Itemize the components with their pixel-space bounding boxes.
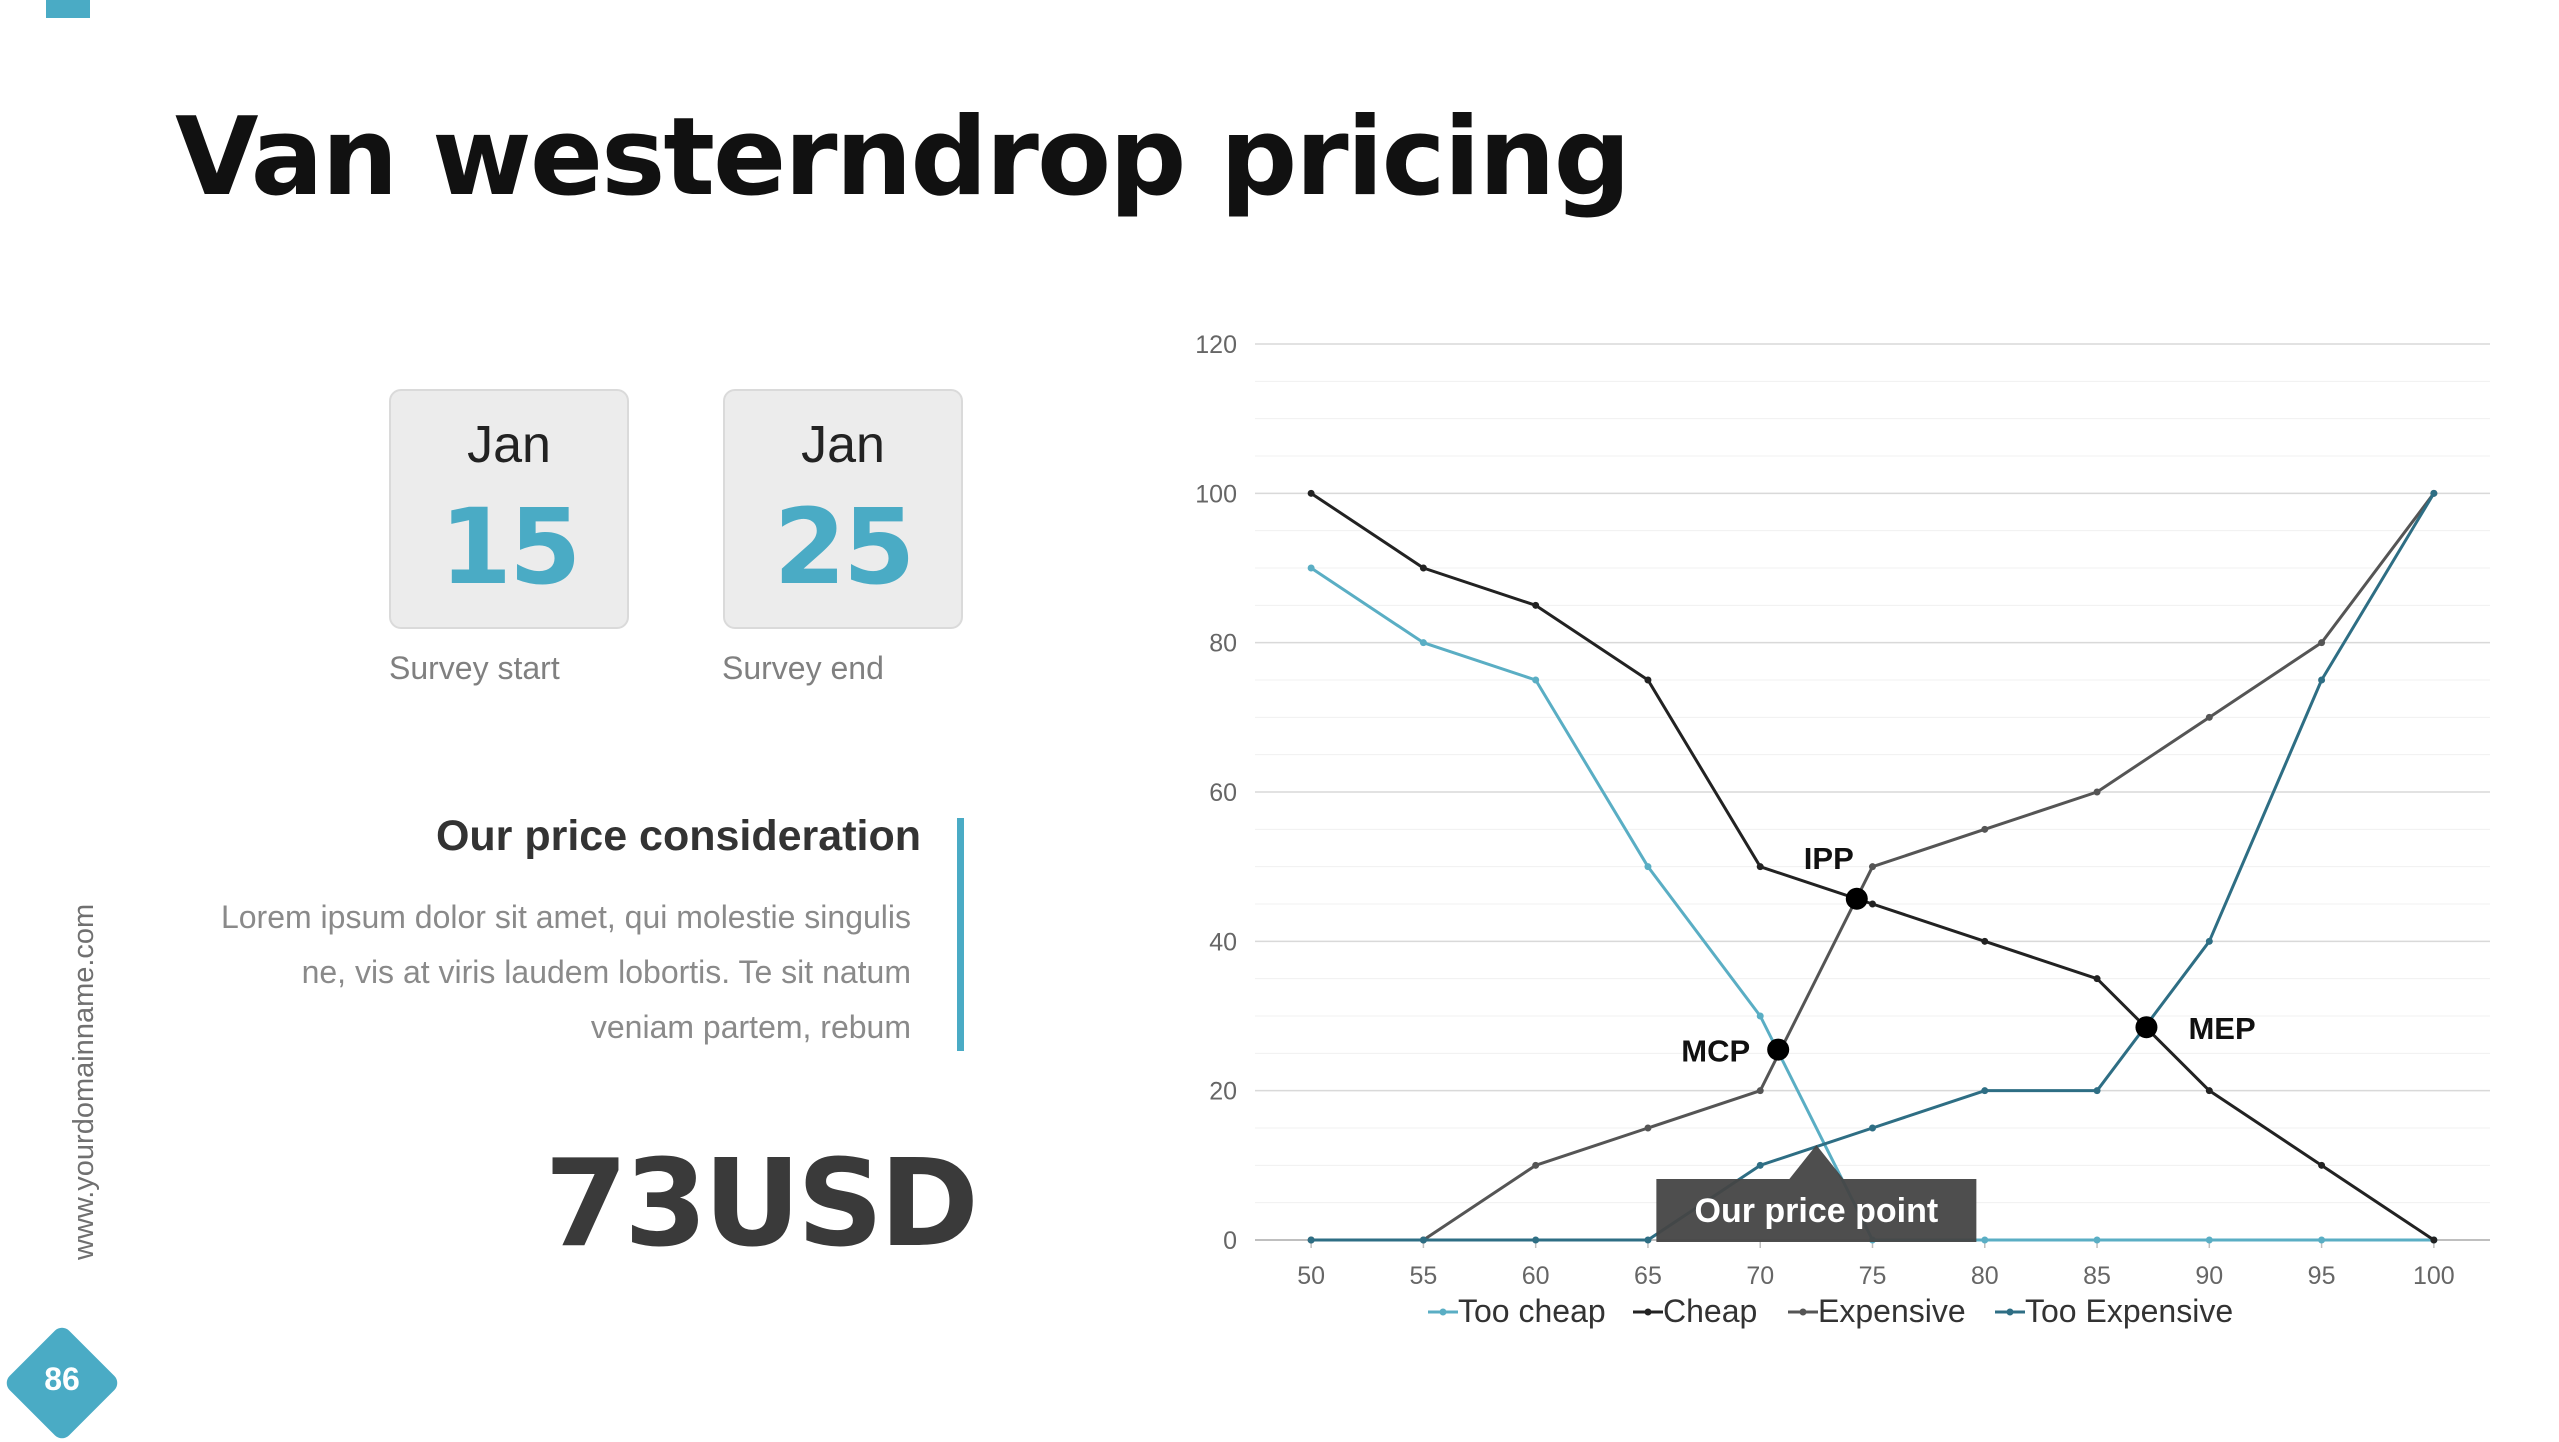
annotation-marker [1845, 887, 1868, 910]
data-point-too-expensive [1419, 1236, 1427, 1244]
survey-end-card: Jan 25 [723, 389, 963, 629]
data-point-too-cheap [1981, 1236, 1989, 1244]
x-tick-label: 70 [1746, 1262, 1774, 1290]
y-tick-label: 100 [1195, 480, 1237, 508]
data-point-cheap [2430, 1236, 2438, 1244]
data-point-cheap [1307, 489, 1315, 497]
survey-start-caption: Survey start [389, 650, 560, 686]
legend-swatch-marker [1644, 1308, 1652, 1316]
legend-label: Cheap [1663, 1293, 1757, 1329]
data-point-too-cheap [1307, 564, 1315, 572]
data-point-cheap [1419, 564, 1427, 572]
legend-label: Expensive [1818, 1293, 1966, 1329]
data-point-too-expensive [1307, 1236, 1315, 1244]
price-point-callout: Our price point [1656, 1145, 1977, 1242]
data-point-cheap [1869, 900, 1876, 908]
x-tick-label: 50 [1297, 1262, 1325, 1290]
annotation-marker [2135, 1016, 2158, 1039]
survey-start-card: Jan 15 [389, 389, 629, 629]
data-point-too-expensive [2093, 1087, 2101, 1095]
data-point-too-cheap [1756, 1012, 1764, 1020]
consideration-accent-bar [957, 818, 964, 1051]
data-point-too-cheap [1644, 863, 1652, 871]
data-point-cheap [1981, 937, 1989, 945]
y-tick-label: 0 [1223, 1227, 1237, 1255]
x-tick-label: 55 [1410, 1262, 1438, 1290]
data-point-too-expensive [1756, 1161, 1764, 1169]
data-point-expensive [1532, 1161, 1540, 1169]
page-number: 86 [44, 1361, 80, 1397]
end-day: 25 [773, 486, 916, 608]
data-point-too-cheap [1532, 676, 1540, 684]
legend-label: Too cheap [1458, 1293, 1606, 1329]
end-month: Jan [801, 416, 885, 474]
x-tick-label: 75 [1859, 1262, 1887, 1290]
data-point-expensive [2318, 639, 2326, 647]
slide-title: Van westerndrop pricing [175, 95, 1631, 220]
x-tick-label: 85 [2083, 1262, 2111, 1290]
x-tick-label: 80 [1971, 1262, 1999, 1290]
x-tick-label: 100 [2413, 1262, 2455, 1290]
data-point-too-expensive [2318, 676, 2326, 684]
price-value: 73USD [544, 1135, 979, 1274]
top-accent-bar [46, 0, 90, 18]
data-point-too-expensive [2430, 489, 2438, 497]
y-tick-label: 120 [1195, 331, 1237, 359]
x-tick-label: 60 [1522, 1262, 1550, 1290]
data-point-too-cheap [2318, 1236, 2326, 1244]
data-point-expensive [1981, 825, 1989, 833]
data-point-too-cheap [2093, 1236, 2101, 1244]
data-point-cheap [1756, 863, 1764, 871]
legend-swatch-marker [1439, 1308, 1447, 1316]
data-point-cheap [2318, 1161, 2326, 1169]
y-tick-label: 20 [1209, 1078, 1237, 1106]
survey-end-caption: Survey end [722, 650, 884, 686]
annotation-label: MEP [2188, 1011, 2255, 1046]
annotation-label: IPP [1804, 841, 1854, 876]
data-point-expensive [1869, 863, 1876, 871]
data-point-cheap [1532, 601, 1540, 609]
annotation-marker [1767, 1038, 1790, 1061]
callout-box [1656, 1179, 1977, 1242]
start-month: Jan [467, 416, 551, 474]
y-tick-label: 60 [1209, 779, 1237, 807]
data-point-too-expensive [1644, 1236, 1652, 1244]
data-point-too-cheap [2205, 1236, 2213, 1244]
data-point-cheap [1644, 676, 1652, 684]
callout-label: Our price point [1695, 1192, 1939, 1230]
consideration-title: Our price consideration [435, 812, 921, 860]
y-tick-label: 80 [1209, 630, 1237, 658]
data-point-expensive [1644, 1124, 1652, 1132]
callout-arrow [1789, 1145, 1844, 1179]
data-point-too-expensive [1532, 1236, 1540, 1244]
x-tick-label: 90 [2195, 1262, 2223, 1290]
data-point-expensive [1756, 1087, 1764, 1095]
data-point-cheap [2093, 975, 2101, 983]
data-point-expensive [2205, 713, 2213, 721]
x-tick-label: 65 [1634, 1262, 1662, 1290]
data-point-too-cheap [1419, 639, 1427, 647]
start-day: 15 [439, 486, 582, 608]
legend-swatch-marker [2006, 1308, 2014, 1316]
y-tick-label: 40 [1209, 928, 1237, 956]
data-point-too-expensive [2205, 937, 2213, 945]
annotation-label: MCP [1681, 1034, 1750, 1069]
legend-label: Too Expensive [2025, 1293, 2233, 1329]
consideration-body: Lorem ipsum dolor sit amet, qui molestie… [220, 899, 911, 1045]
x-tick-label: 95 [2308, 1262, 2336, 1290]
legend-swatch-marker [1799, 1308, 1807, 1316]
data-point-expensive [2093, 788, 2101, 796]
data-point-too-expensive [1869, 1124, 1876, 1132]
data-point-cheap [2205, 1087, 2213, 1095]
data-point-too-expensive [1981, 1087, 1989, 1095]
